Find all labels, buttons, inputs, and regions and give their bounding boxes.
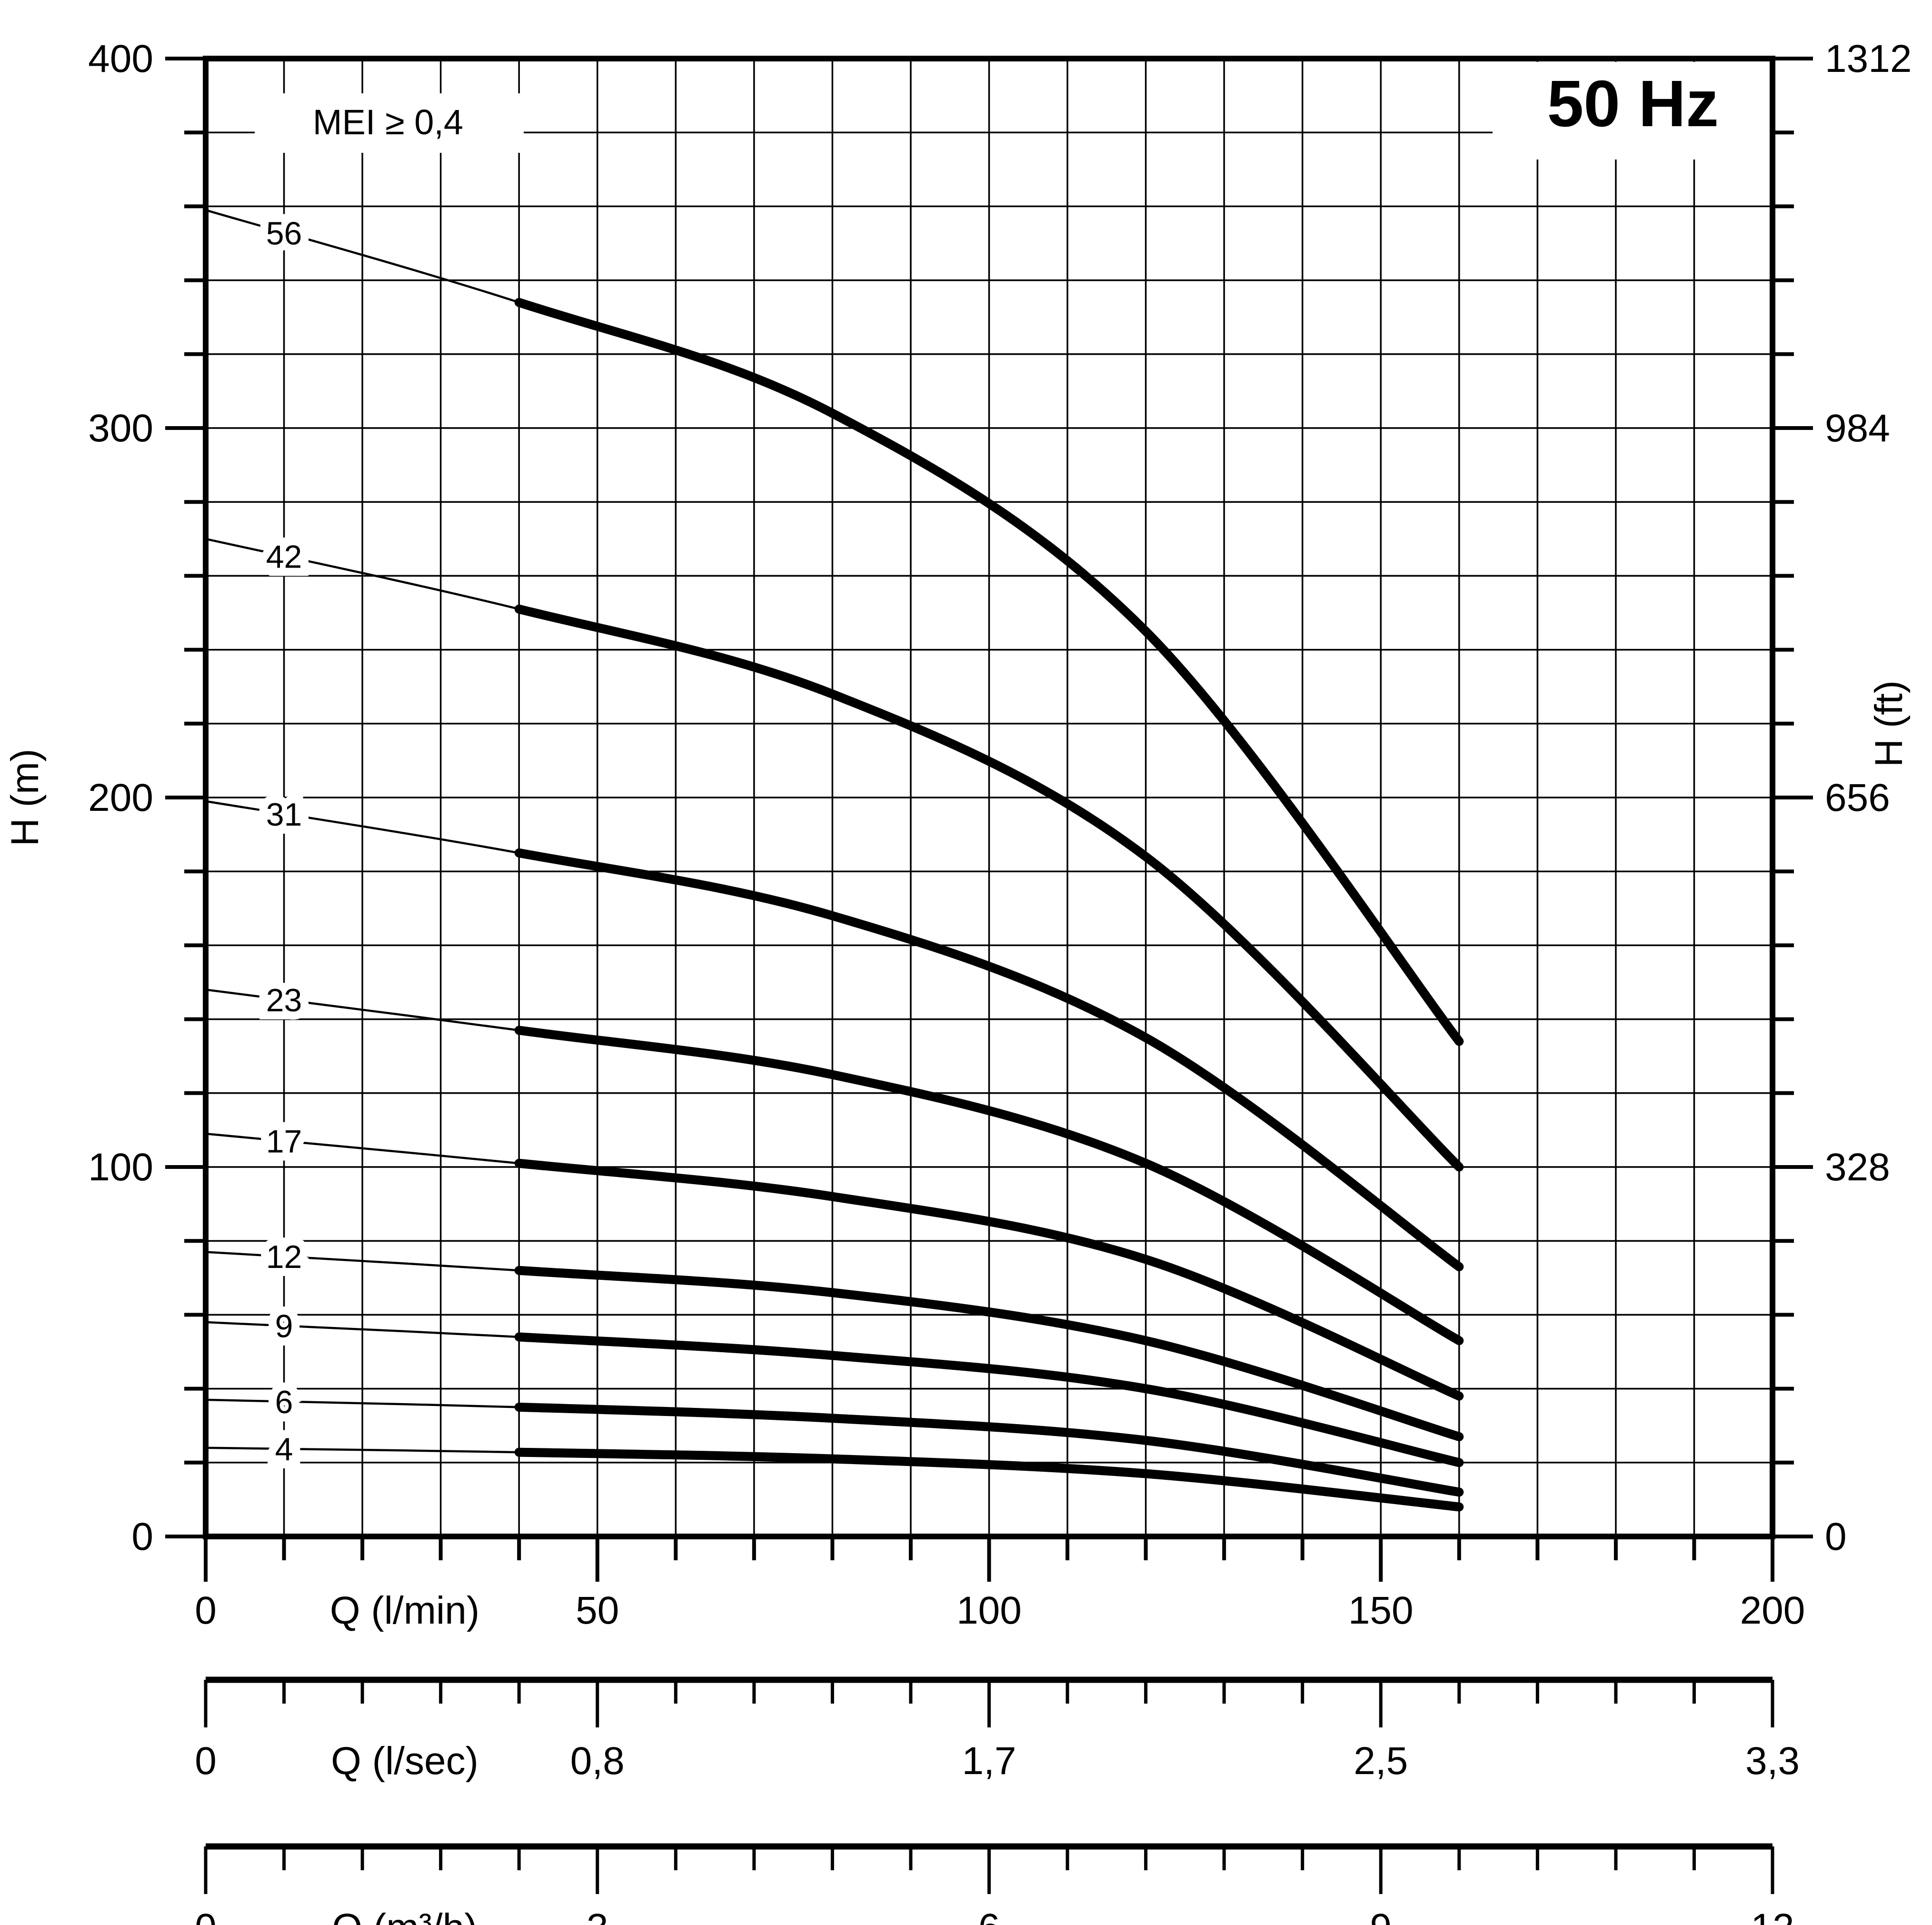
left-axis-tick-label: 100	[88, 1146, 153, 1189]
left-axis-title: H (m)	[3, 749, 47, 847]
flow-lsec-tick-label: 1,7	[962, 1739, 1016, 1783]
curve-6-lead-line	[205, 1398, 519, 1408]
flow-lmin-axis-title: Q (l/min)	[330, 1589, 479, 1632]
flow-lmin-tick-label: 0	[195, 1589, 217, 1632]
curve-label-4: 4	[275, 1431, 293, 1467]
curve-label-12: 12	[266, 1239, 302, 1275]
flow-lmin-tick-label: 150	[1348, 1589, 1414, 1632]
flow-m3h-tick-label: 9	[1370, 1906, 1392, 1925]
curve-56-lead-line	[205, 209, 519, 304]
right-axis-title: H (ft)	[1867, 680, 1911, 767]
pump-curves	[205, 209, 1464, 1512]
frequency-label-backdrop	[1493, 62, 1770, 160]
curve-31-main-line	[514, 848, 1464, 1272]
flow-m3h-tick-label: 12	[1751, 1906, 1794, 1925]
mei-label-backdrop	[255, 93, 524, 153]
curve-42-lead-line	[205, 538, 519, 610]
flow-lsec-tick-label: 2,5	[1354, 1739, 1408, 1783]
curve-label-9: 9	[275, 1308, 293, 1345]
flow-lmin-tick-label: 200	[1740, 1589, 1805, 1632]
head-axis-ticks	[165, 57, 1813, 1538]
curve-label-23: 23	[266, 982, 302, 1018]
right-axis-tick-label: 328	[1825, 1146, 1890, 1189]
curve-9-lead-line	[205, 1321, 519, 1338]
curve-label-56: 56	[266, 216, 302, 252]
mei-label: MEI ≥ 0,4	[313, 102, 463, 142]
flow-m3h-tick-label: 0	[195, 1906, 217, 1925]
curve-31-lead-line	[205, 800, 519, 854]
curve-4-lead-line	[205, 1446, 519, 1454]
right-axis-tick-label: 0	[1825, 1515, 1847, 1558]
flow-lmin-ticks	[204, 1536, 1774, 1582]
flow-lsec-axis-title: Q (l/sec)	[331, 1739, 478, 1783]
left-axis-tick-label: 300	[88, 407, 153, 450]
curve-17-main-line	[514, 1158, 1464, 1401]
flow-m3h-ruler	[204, 1843, 1774, 1894]
flow-m3h-tick-label: 3	[587, 1906, 608, 1925]
flow-lmin-tick-label: 100	[956, 1589, 1022, 1632]
flow-lsec-tick-label: 0,8	[570, 1739, 625, 1783]
flow-m3h-tick-label: 6	[978, 1906, 1000, 1925]
right-axis-tick-label: 656	[1825, 776, 1890, 819]
curve-label-6: 6	[275, 1384, 293, 1420]
left-axis-tick-label: 0	[131, 1515, 153, 1558]
curve-9-main-line	[514, 1332, 1464, 1467]
curve-6-main-line	[514, 1402, 1464, 1497]
curve-label-42: 42	[266, 539, 302, 575]
curve-label-31: 31	[266, 797, 302, 833]
curve-17-lead-line	[205, 1132, 519, 1165]
curve-56-main-line	[514, 298, 1464, 1046]
flow-lsec-tick-label: 0	[195, 1739, 217, 1783]
frequency-label: 50 Hz	[1547, 67, 1719, 140]
right-axis-tick-label: 1312	[1825, 37, 1912, 80]
left-axis-tick-label: 400	[88, 37, 153, 80]
flow-m3h-axis-title: Q (m³/h)	[332, 1906, 477, 1925]
curve-12-main-line	[514, 1266, 1464, 1441]
curve-23-lead-line	[205, 988, 519, 1032]
curve-23-main-line	[514, 1026, 1464, 1346]
flow-lsec-ruler	[204, 1676, 1774, 1727]
curve-12-lead-line	[205, 1251, 519, 1272]
curve-label-17: 17	[266, 1124, 302, 1160]
flow-lmin-tick-label: 50	[576, 1589, 619, 1632]
curve-4-main-line	[514, 1447, 1464, 1512]
curve-42-main-line	[514, 604, 1464, 1172]
right-axis-tick-label: 984	[1825, 407, 1890, 450]
flow-lsec-tick-label: 3,3	[1745, 1739, 1800, 1783]
left-axis-tick-label: 200	[88, 776, 153, 819]
